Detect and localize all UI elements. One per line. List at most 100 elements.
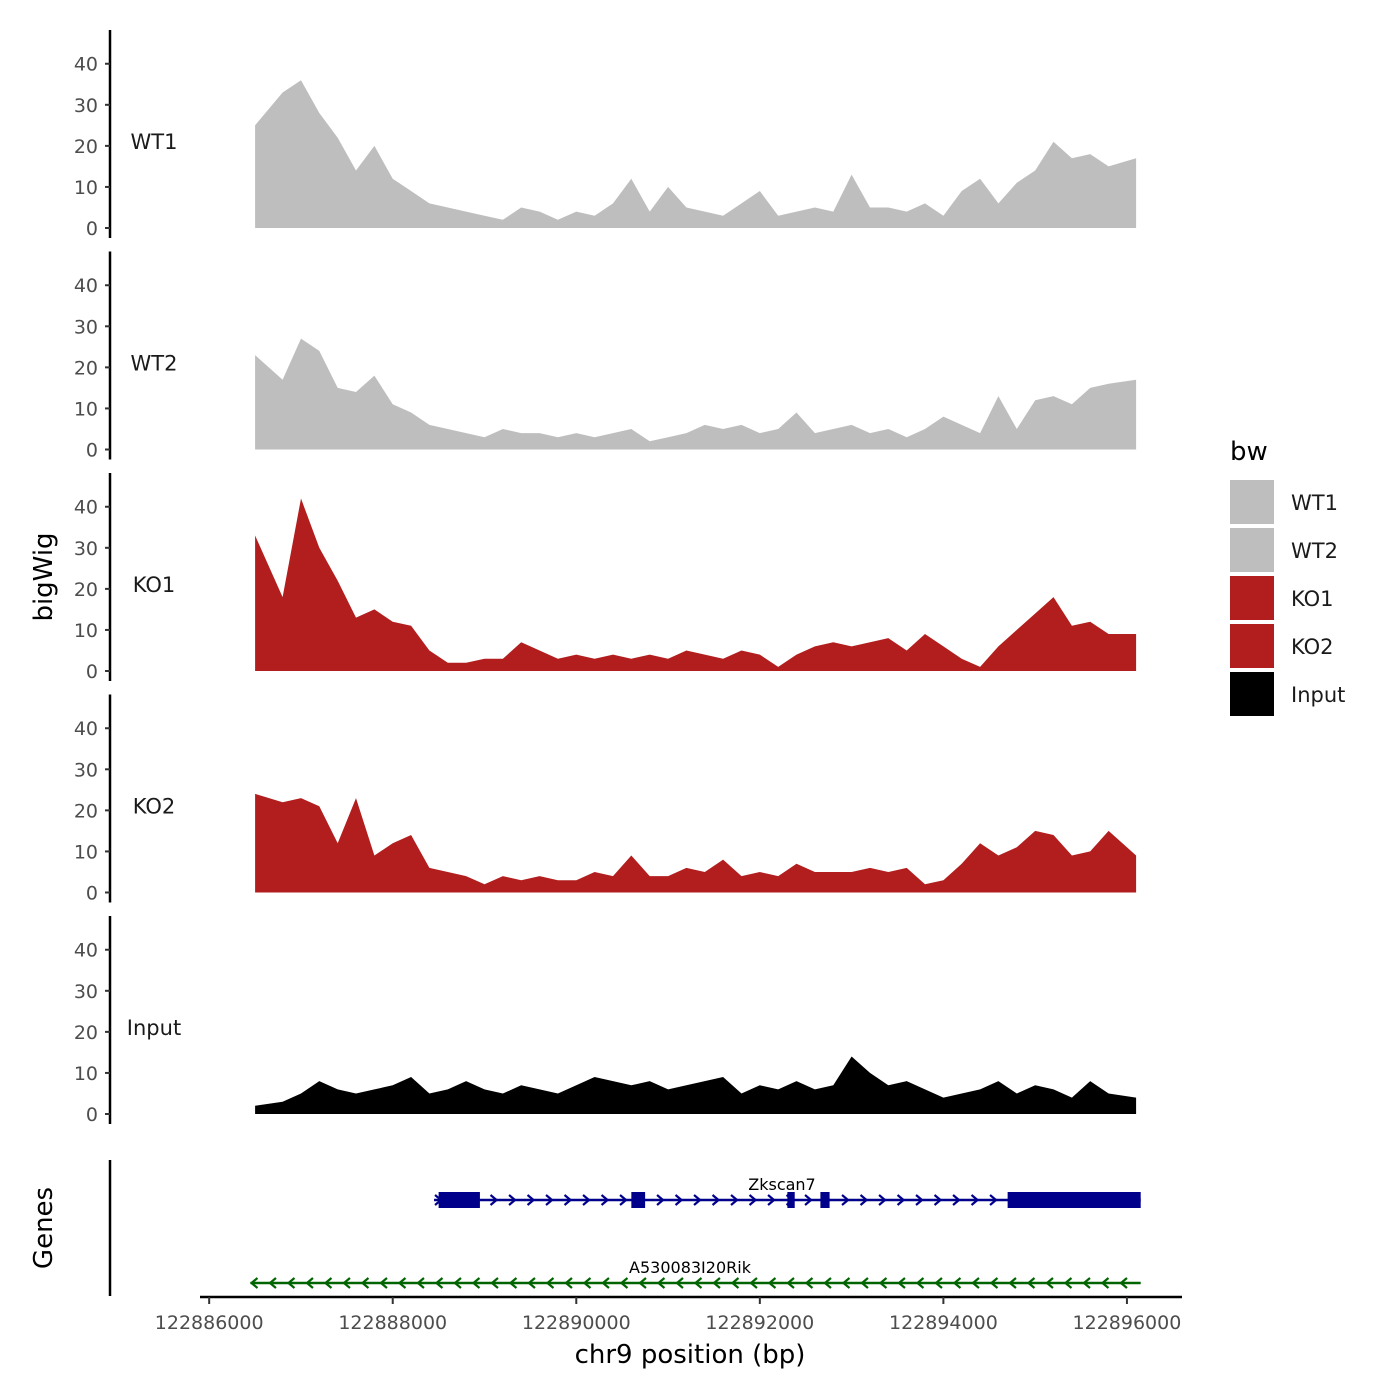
- strand-arrow: [933, 1194, 943, 1206]
- legend-key-wt1: [1230, 480, 1274, 524]
- strand-arrow: [342, 1277, 351, 1289]
- y-tick-label: 20: [74, 357, 98, 379]
- y-tick-label: 0: [86, 218, 98, 240]
- legend-title: bw: [1230, 437, 1268, 467]
- gene-label: A530083I20Rik: [629, 1258, 752, 1277]
- y-tick-label: 10: [74, 841, 98, 863]
- strand-arrow: [749, 1277, 758, 1289]
- strand-arrow: [582, 1277, 592, 1289]
- strand-arrow: [915, 1194, 924, 1206]
- gene-zkscan7: Zkscan7: [434, 1175, 1141, 1208]
- legend-label-input: Input: [1291, 683, 1345, 707]
- strand-arrow: [1008, 1277, 1017, 1289]
- strand-arrow: [360, 1277, 370, 1289]
- legend-label-ko1: KO1: [1291, 587, 1334, 611]
- x-tick-label: 122896000: [1073, 1312, 1182, 1334]
- strand-arrow: [619, 1277, 629, 1289]
- x-axis-title: chr9 position (bp): [575, 1340, 806, 1370]
- y-tick-label: 40: [74, 940, 98, 962]
- strand-arrow: [434, 1277, 444, 1289]
- y-tick-label: 30: [74, 981, 98, 1003]
- strand-arrow: [897, 1277, 906, 1289]
- legend: bw WT1 WT2 KO1 KO2 Input: [1230, 437, 1345, 716]
- legend-key-input: [1230, 672, 1274, 716]
- strand-arrow: [1026, 1277, 1036, 1289]
- track-label-input: Input: [127, 1016, 181, 1040]
- y-tick-label: 30: [74, 316, 98, 338]
- legend-key-wt2: [1230, 528, 1274, 572]
- strand-arrow: [952, 1194, 961, 1206]
- strand-arrow: [416, 1277, 425, 1289]
- strand-arrow: [601, 1277, 610, 1289]
- y-tick-label: 40: [74, 54, 98, 76]
- strand-arrow: [656, 1277, 666, 1289]
- strand-arrow: [323, 1277, 333, 1289]
- y-tick-label: 30: [74, 538, 98, 560]
- strand-arrow: [582, 1194, 591, 1206]
- strand-arrow: [545, 1277, 555, 1289]
- strand-arrow: [1045, 1277, 1054, 1289]
- strand-arrow: [490, 1277, 499, 1289]
- exon: [438, 1192, 480, 1208]
- exon: [631, 1192, 646, 1208]
- strand-arrow: [767, 1194, 776, 1206]
- y-tick-label: 20: [74, 136, 98, 158]
- strand-arrow: [489, 1194, 499, 1206]
- strand-arrow: [564, 1277, 573, 1289]
- strand-arrow: [989, 1277, 999, 1289]
- track-area-wt2: [255, 338, 1137, 450]
- strand-arrow: [563, 1194, 573, 1206]
- strand-arrow: [952, 1277, 962, 1289]
- strand-arrow: [989, 1194, 998, 1206]
- strand-arrow: [823, 1277, 832, 1289]
- exon: [820, 1192, 830, 1208]
- strand-arrow: [711, 1194, 721, 1206]
- strand-arrow: [526, 1194, 536, 1206]
- y-axis-title: bigWig: [29, 532, 59, 621]
- y-tick-label: 10: [74, 1063, 98, 1085]
- y-tick-label: 0: [86, 883, 98, 905]
- strand-arrow: [453, 1277, 462, 1289]
- track-label-wt1: WT1: [131, 130, 178, 154]
- y-tick-label: 0: [86, 661, 98, 683]
- strand-arrow: [971, 1277, 980, 1289]
- y-tick-label: 40: [74, 718, 98, 740]
- strand-arrow: [286, 1277, 296, 1289]
- genes-track-title: Genes: [29, 1187, 59, 1269]
- strand-arrow: [934, 1277, 943, 1289]
- track-wt2: 0 10 20 30 40 WT2: [74, 251, 1137, 462]
- track-area-ko2: [255, 793, 1137, 893]
- strand-arrow: [841, 1277, 851, 1289]
- y-tick-label: 30: [74, 759, 98, 781]
- strand-arrow: [675, 1277, 684, 1289]
- strand-arrow: [915, 1277, 925, 1289]
- strand-arrow: [804, 1194, 813, 1206]
- x-tick-label: 122890000: [522, 1312, 631, 1334]
- y-tick-label: 40: [74, 275, 98, 297]
- strand-arrow: [619, 1194, 628, 1206]
- track-wt1: 0 10 20 30 40 WT1: [74, 30, 1137, 240]
- strand-arrow: [527, 1277, 536, 1289]
- strand-arrow: [379, 1277, 388, 1289]
- strand-arrow: [545, 1194, 554, 1206]
- strand-arrow: [1082, 1277, 1091, 1289]
- strand-arrow: [600, 1194, 610, 1206]
- track-area-ko1: [255, 498, 1137, 671]
- strand-arrow: [397, 1277, 407, 1289]
- legend-label-ko2: KO2: [1291, 635, 1334, 659]
- exon: [1007, 1192, 1141, 1208]
- y-tick-label: 0: [86, 440, 98, 462]
- strand-arrow: [860, 1277, 869, 1289]
- track-label-ko2: KO2: [133, 794, 176, 818]
- legend-label-wt2: WT2: [1291, 539, 1338, 563]
- strand-arrow: [804, 1277, 814, 1289]
- strand-arrow: [878, 1194, 887, 1206]
- x-tick-label: 122892000: [705, 1312, 814, 1334]
- strand-arrow: [674, 1194, 684, 1206]
- strand-arrow: [305, 1277, 314, 1289]
- y-tick-label: 0: [86, 1104, 98, 1126]
- strand-arrow: [268, 1277, 277, 1289]
- track-area-wt1: [255, 80, 1137, 228]
- y-tick-label: 10: [74, 398, 98, 420]
